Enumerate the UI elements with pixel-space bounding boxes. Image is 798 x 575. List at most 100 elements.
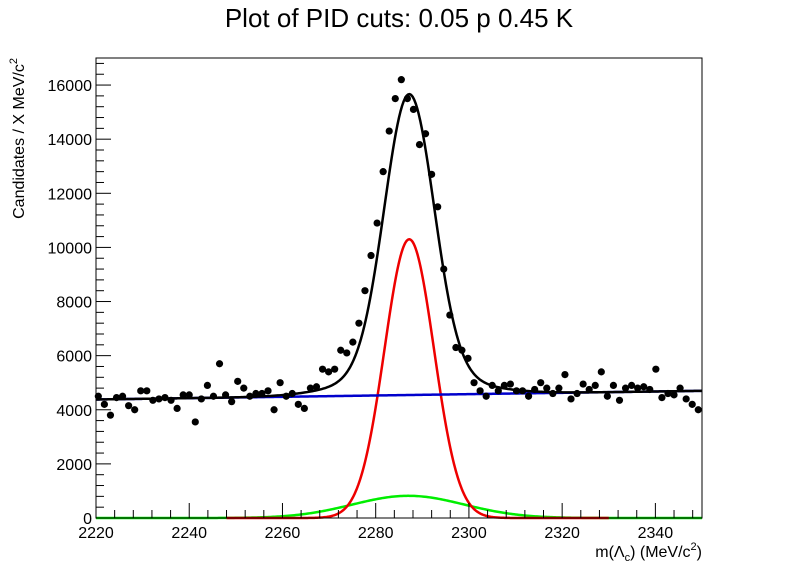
data-point <box>379 168 387 176</box>
data-point <box>385 127 393 135</box>
data-point <box>537 379 545 387</box>
y-tick-label: 16000 <box>48 78 93 95</box>
data-point <box>125 402 133 410</box>
y-axis-label: Candidates / X MeV/c2 <box>8 58 28 219</box>
data-point <box>579 380 587 388</box>
y-axis-label-main: Candidates / X MeV/c <box>11 64 28 219</box>
data-point <box>603 392 611 400</box>
y-axis-ticks <box>96 62 111 519</box>
data-point <box>585 385 593 394</box>
data-point <box>270 406 278 414</box>
data-point <box>349 338 357 346</box>
data-point <box>246 392 254 400</box>
data-point <box>561 370 569 379</box>
data-point <box>94 392 102 400</box>
y-axis-label-superscript: 2 <box>8 58 20 64</box>
y-tick-label: 6000 <box>56 349 92 366</box>
data-point <box>555 384 563 392</box>
data-point <box>240 384 248 392</box>
y-axis-tick-labels: 0 2000 4000 6000 8000 10000 12000 14000 16000 <box>48 78 93 528</box>
data-point <box>155 395 163 403</box>
data-point <box>415 140 424 149</box>
data-point <box>234 377 242 385</box>
x-tick-label: 2260 <box>265 525 301 542</box>
data-point <box>312 383 321 391</box>
x-axis-label-superscript: 2 <box>691 541 697 553</box>
data-point <box>185 391 193 399</box>
data-point <box>488 381 496 390</box>
data-point <box>228 398 236 406</box>
data-point <box>409 105 418 114</box>
data-point <box>524 392 533 400</box>
data-point <box>203 381 212 390</box>
data-points <box>94 76 702 426</box>
data-point <box>621 384 630 392</box>
data-point <box>658 393 666 402</box>
data-point <box>688 400 696 408</box>
data-point <box>518 387 527 395</box>
data-point <box>634 384 642 392</box>
data-point <box>306 384 315 392</box>
data-point <box>470 379 478 387</box>
x-tick-label: 2340 <box>638 525 674 542</box>
data-point <box>173 404 181 413</box>
data-point <box>318 365 327 373</box>
y-tick-label: 12000 <box>48 186 93 203</box>
data-point <box>191 418 199 426</box>
data-point <box>573 389 581 398</box>
plot-frame <box>95 57 703 519</box>
y-tick-label: 2000 <box>56 457 92 474</box>
x-tick-label: 2240 <box>171 525 207 542</box>
data-point <box>428 170 436 178</box>
data-point <box>143 387 151 395</box>
x-axis-label-suffix: ) (MeV/c <box>630 544 690 561</box>
data-point <box>100 400 108 408</box>
data-point <box>282 392 290 400</box>
data-point <box>694 406 702 414</box>
data-point <box>179 391 187 399</box>
x-axis-label-prefix: m( <box>595 544 614 561</box>
x-axis-tick-labels: 2220 2240 2260 2280 2300 2320 2340 <box>78 525 673 542</box>
data-point <box>403 94 411 103</box>
data-point <box>670 391 678 399</box>
data-point <box>276 379 284 387</box>
data-point <box>294 400 302 408</box>
data-point <box>531 385 539 394</box>
y-tick-label: 4000 <box>56 403 92 420</box>
data-point <box>209 392 218 400</box>
data-point <box>137 387 145 395</box>
data-point <box>300 404 308 413</box>
data-point <box>482 392 490 400</box>
data-point <box>464 354 472 362</box>
data-point <box>325 368 333 376</box>
data-point <box>106 411 115 419</box>
data-point <box>131 406 139 414</box>
data-point <box>258 389 266 398</box>
data-point <box>167 396 175 404</box>
y-tick-label: 8000 <box>56 295 92 312</box>
data-point <box>591 381 599 390</box>
data-point <box>452 343 460 352</box>
x-axis-label-subscript: c <box>625 552 631 564</box>
data-point <box>355 319 363 327</box>
data-point <box>506 380 515 388</box>
data-point <box>500 381 508 390</box>
data-point <box>434 203 442 211</box>
data-point <box>549 389 557 398</box>
x-tick-label: 2280 <box>358 525 394 542</box>
plot-area <box>94 57 703 520</box>
data-point <box>221 391 230 399</box>
x-axis-ticks <box>95 503 694 518</box>
data-point <box>197 395 205 403</box>
data-point <box>682 395 690 403</box>
x-tick-label: 2300 <box>451 525 487 542</box>
data-point <box>361 287 369 295</box>
data-point <box>512 387 521 395</box>
data-point <box>676 384 684 392</box>
chart-title: Plot of PID cuts: 0.05 p 0.45 K <box>225 3 574 33</box>
y-tick-label: 14000 <box>48 132 93 149</box>
x-axis-label-close: ) <box>697 544 702 561</box>
data-point <box>646 385 654 394</box>
